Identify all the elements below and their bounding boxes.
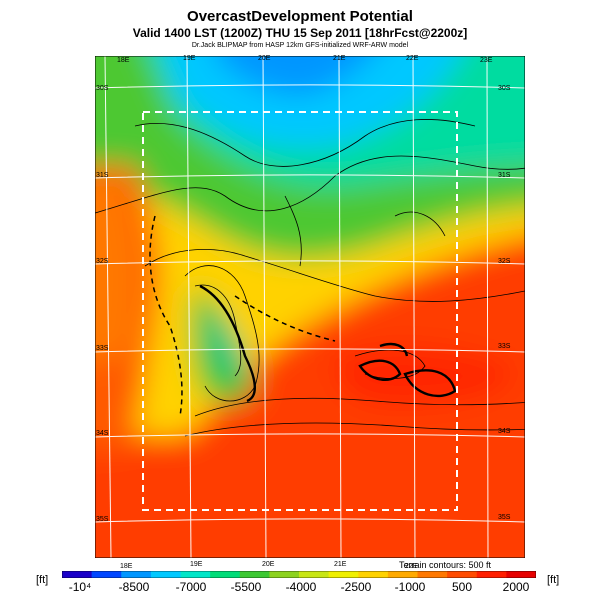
lon-label-bottom: 20E	[262, 561, 275, 568]
lat-label-right: 32S	[498, 258, 511, 265]
colorbar-tick: -7000	[175, 580, 207, 594]
colorbar-swatch	[358, 571, 389, 578]
lat-label-left: 34S	[96, 430, 109, 437]
colorbar-swatch	[328, 571, 359, 578]
model-source: Dr.Jack BLIPMAP from HASP 12km GFS-initi…	[191, 42, 409, 49]
lon-label-bottom: 22E	[405, 563, 418, 570]
lon-label-bottom: 21E	[334, 561, 347, 568]
colorbar-swatch	[417, 571, 448, 578]
lon-label-top: 20E	[258, 55, 271, 62]
lon-label-bottom: 19E	[190, 561, 203, 568]
colorbar-tick: -10⁴	[68, 580, 92, 594]
terrain-contours	[95, 119, 525, 437]
colorbar-tick: 500	[451, 580, 473, 594]
forecast-map	[95, 56, 525, 558]
lat-label-right: 31S	[498, 172, 511, 179]
colorbar-tick: 2000	[502, 580, 530, 594]
lat-label-left: 33S	[96, 345, 109, 352]
colorbar-swatch	[150, 571, 182, 578]
lat-label-left: 31S	[96, 172, 109, 179]
colorbar-tick: -2500	[340, 580, 372, 594]
valid-time: Valid 1400 LST (1200Z) THU 15 Sep 2011 […	[132, 26, 468, 40]
dashed-contours	[149, 215, 336, 417]
colorbar-swatch	[269, 571, 300, 578]
lat-label-left: 30S	[96, 85, 109, 92]
thick-contours	[199, 284, 457, 403]
lon-label-top: 23E	[480, 57, 493, 64]
colorbar-tick: -4000	[285, 580, 317, 594]
lat-label-right: 30S	[498, 85, 511, 92]
colorbar-swatch	[476, 571, 507, 578]
colorbar-swatch	[506, 571, 536, 578]
colorbar-swatch	[387, 571, 419, 578]
lat-label-right: 33S	[498, 343, 511, 350]
colorbar-swatch	[239, 571, 270, 578]
colorbar-swatch	[210, 571, 241, 578]
unit-right: [ft]	[547, 574, 560, 586]
map-title: OvercastDevelopment Potential	[187, 8, 413, 25]
lon-label-top: 21E	[333, 55, 346, 62]
colorbar-swatch	[91, 571, 122, 578]
lat-lon-grid	[95, 56, 525, 558]
lon-label-top: 19E	[183, 55, 196, 62]
colorbar-swatch	[447, 571, 478, 578]
unit-left: [ft]	[36, 574, 49, 586]
lon-label-top: 22E	[406, 55, 419, 62]
colorbar-tick: -5500	[230, 580, 262, 594]
colorbar-swatch	[62, 571, 93, 578]
field-shading	[95, 56, 525, 558]
lon-label-bottom: 18E	[120, 563, 133, 570]
lat-label-left: 35S	[96, 516, 109, 523]
lon-label-top: 18E	[117, 57, 130, 64]
colorbar	[62, 571, 536, 578]
lat-label-right: 35S	[498, 514, 511, 521]
lat-label-left: 32S	[96, 258, 109, 265]
colorbar-swatch	[121, 571, 152, 578]
colorbar-swatch	[299, 571, 330, 578]
colorbar-tick: -1000	[394, 580, 426, 594]
domain-boundary	[142, 111, 458, 511]
colorbar-tick: -8500	[118, 580, 150, 594]
colorbar-swatch	[180, 571, 211, 578]
lat-label-right: 34S	[498, 428, 511, 435]
contour-note: Terrain contours: 500 ft	[399, 560, 492, 570]
